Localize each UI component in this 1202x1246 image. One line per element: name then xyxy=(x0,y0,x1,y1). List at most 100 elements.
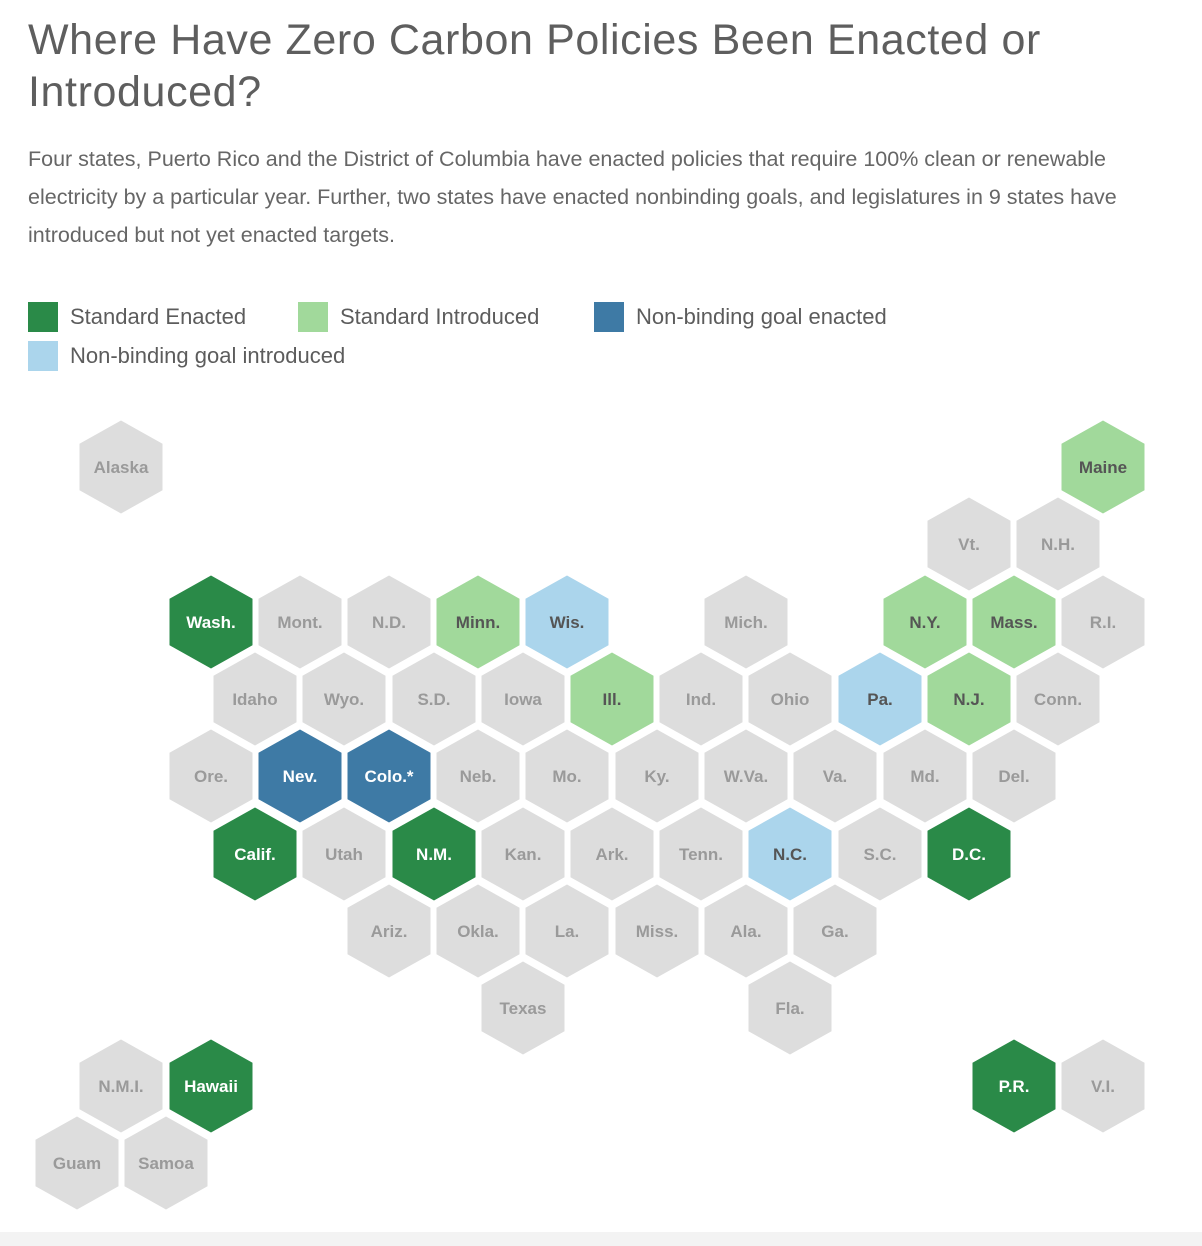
state-label: Mich. xyxy=(724,613,767,632)
state-hex-p-r: P.R. xyxy=(972,1039,1056,1133)
state-label: Miss. xyxy=(636,922,679,941)
state-hex-nev: Nev. xyxy=(258,729,342,823)
state-hex-n-j: N.J. xyxy=(927,652,1011,746)
state-hex-n-d: N.D. xyxy=(347,575,431,669)
hex-shape xyxy=(748,652,832,746)
state-hex-hawaii: Hawaii xyxy=(169,1039,253,1133)
hex-shape xyxy=(1016,497,1100,591)
state-hex-mont: Mont. xyxy=(258,575,342,669)
state-hex-s-c: S.C. xyxy=(838,807,922,901)
hex-shape xyxy=(481,961,565,1055)
state-label: Calif. xyxy=(234,845,276,864)
state-label: Ill. xyxy=(603,690,622,709)
state-label: Fla. xyxy=(775,999,804,1018)
state-label: Mont. xyxy=(277,613,322,632)
state-hex-conn: Conn. xyxy=(1016,652,1100,746)
state-label: Neb. xyxy=(460,767,497,786)
hex-shape xyxy=(525,884,609,978)
legend-label-standard-introduced: Standard Introduced xyxy=(340,304,540,329)
state-label: Colo.* xyxy=(364,767,413,786)
hex-shape xyxy=(436,884,520,978)
state-hex-utah: Utah xyxy=(302,807,386,901)
hex-shape xyxy=(79,1039,163,1133)
state-hex-d-c: D.C. xyxy=(927,807,1011,901)
state-label: Tenn. xyxy=(679,845,723,864)
state-label: N.Y. xyxy=(909,613,940,632)
state-label: R.I. xyxy=(1090,613,1116,632)
hex-shape xyxy=(748,961,832,1055)
state-label: Pa. xyxy=(867,690,893,709)
hex-shape xyxy=(927,807,1011,901)
hex-shape xyxy=(838,652,922,746)
hex-shape xyxy=(972,575,1056,669)
state-hex-pa: Pa. xyxy=(838,652,922,746)
hex-shape xyxy=(748,807,832,901)
hex-shape xyxy=(793,884,877,978)
hex-shape xyxy=(124,1116,208,1210)
hex-shape xyxy=(883,575,967,669)
state-label: Texas xyxy=(500,999,547,1018)
page-title: Where Have Zero Carbon Policies Been Ena… xyxy=(28,16,1041,116)
state-hex-md: Md. xyxy=(883,729,967,823)
legend-label-goal-introduced: Non-binding goal introduced xyxy=(70,343,346,368)
hex-shape xyxy=(704,575,788,669)
hex-shape xyxy=(258,729,342,823)
state-label: Vt. xyxy=(958,535,980,554)
state-label: Va. xyxy=(823,767,848,786)
hex-shape xyxy=(883,729,967,823)
state-label: Ark. xyxy=(595,845,628,864)
state-hex-okla: Okla. xyxy=(436,884,520,978)
hex-shape xyxy=(481,807,565,901)
state-label: Mass. xyxy=(990,613,1037,632)
hex-shape xyxy=(972,729,1056,823)
state-hex-colo: Colo.* xyxy=(347,729,431,823)
hex-shape xyxy=(927,652,1011,746)
state-hex-tenn: Tenn. xyxy=(659,807,743,901)
hex-shape xyxy=(704,884,788,978)
state-label: Ariz. xyxy=(371,922,408,941)
state-label: N.H. xyxy=(1041,535,1075,554)
state-label: S.D. xyxy=(417,690,450,709)
state-hex-ore: Ore. xyxy=(169,729,253,823)
state-label: N.C. xyxy=(773,845,807,864)
legend-item-standard-enacted: Standard Enacted xyxy=(28,302,246,332)
legend-swatch-standard-introduced xyxy=(298,302,328,332)
state-hex-iowa: Iowa xyxy=(481,652,565,746)
hex-shape xyxy=(972,1039,1056,1133)
hex-shape xyxy=(436,575,520,669)
hex-shape xyxy=(302,652,386,746)
legend-item-goal-enacted: Non-binding goal enacted xyxy=(594,302,887,332)
hex-shape xyxy=(347,575,431,669)
state-label: Mo. xyxy=(552,767,581,786)
legend-swatch-goal-enacted xyxy=(594,302,624,332)
state-hex-samoa: Samoa xyxy=(124,1116,208,1210)
state-hex-s-d: S.D. xyxy=(392,652,476,746)
hex-shape xyxy=(793,729,877,823)
state-hex-mass: Mass. xyxy=(972,575,1056,669)
state-hex-la: La. xyxy=(525,884,609,978)
state-hex-texas: Texas xyxy=(481,961,565,1055)
legend-swatch-goal-introduced xyxy=(28,341,58,371)
state-label: Hawaii xyxy=(184,1077,238,1096)
hex-shape xyxy=(838,807,922,901)
state-label: Ore. xyxy=(194,767,228,786)
state-hex-miss: Miss. xyxy=(615,884,699,978)
state-hex-kan: Kan. xyxy=(481,807,565,901)
state-label: N.J. xyxy=(953,690,984,709)
hex-shape xyxy=(570,807,654,901)
legend-item-standard-introduced: Standard Introduced xyxy=(298,302,539,332)
state-label: Kan. xyxy=(505,845,542,864)
hex-shape xyxy=(659,652,743,746)
state-label: Ky. xyxy=(644,767,669,786)
state-hex-fla: Fla. xyxy=(748,961,832,1055)
state-label: Idaho xyxy=(232,690,277,709)
state-label: N.M. xyxy=(416,845,452,864)
hex-shape xyxy=(659,807,743,901)
state-label: N.M.I. xyxy=(98,1077,143,1096)
state-hex-n-h: N.H. xyxy=(1016,497,1100,591)
hex-shape xyxy=(481,652,565,746)
state-label: Okla. xyxy=(457,922,499,941)
state-label: Alaska xyxy=(94,458,149,477)
